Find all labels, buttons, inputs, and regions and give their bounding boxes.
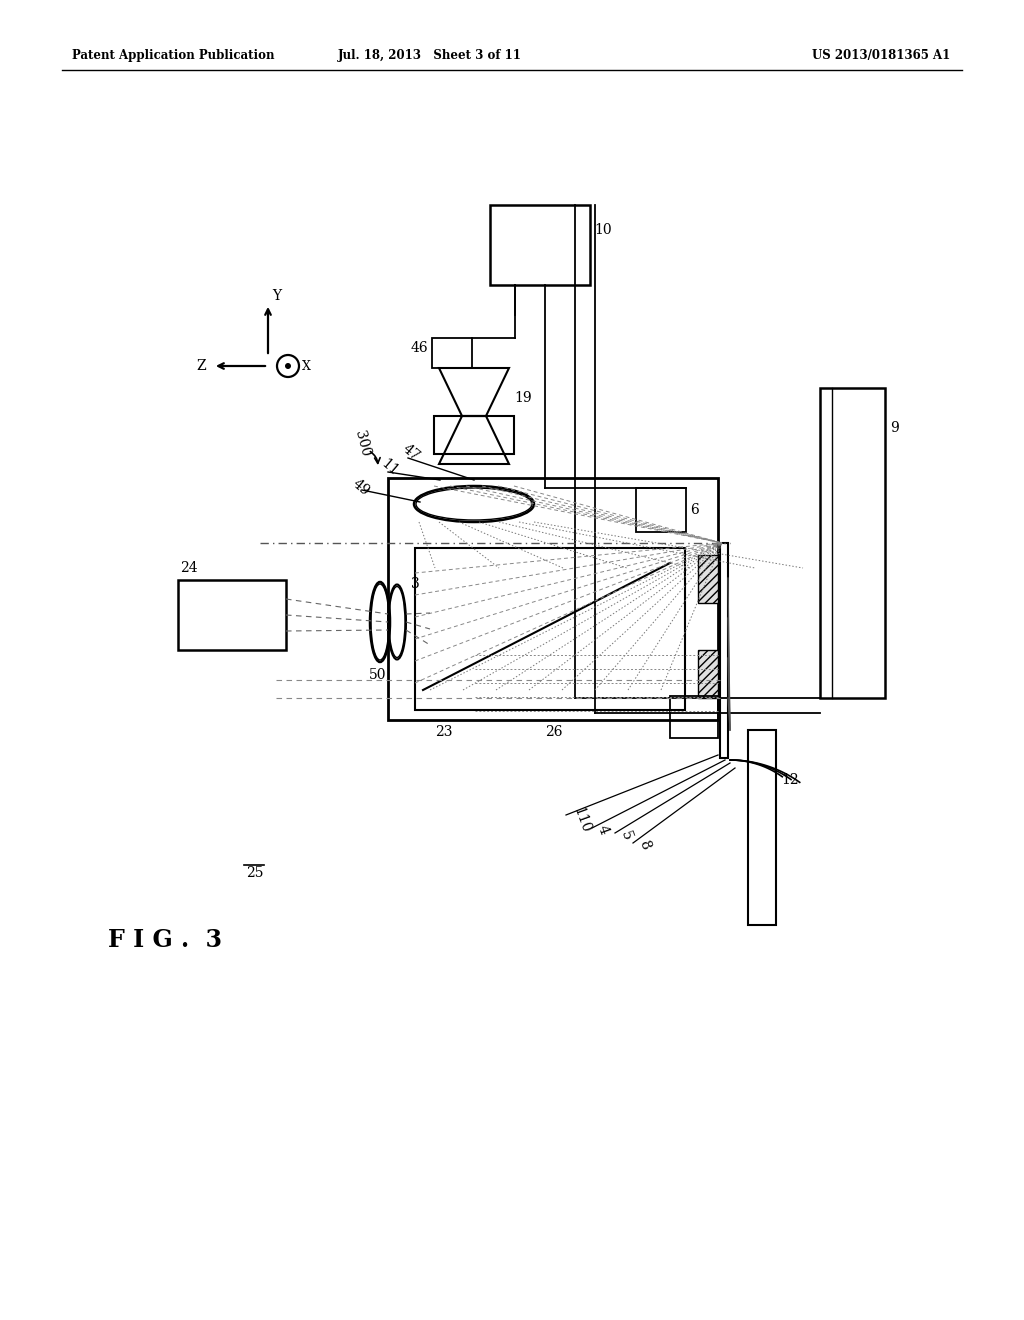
Text: 49: 49: [350, 477, 373, 499]
Text: 5: 5: [618, 829, 634, 842]
Bar: [748, 730, 776, 925]
Text: Y: Y: [272, 289, 282, 304]
Text: 4: 4: [595, 824, 611, 837]
Text: 8: 8: [636, 838, 652, 851]
Bar: [636, 488, 686, 532]
Text: 26: 26: [545, 725, 562, 739]
Text: 50: 50: [370, 668, 387, 682]
Text: Jul. 18, 2013   Sheet 3 of 11: Jul. 18, 2013 Sheet 3 of 11: [338, 49, 522, 62]
Bar: [720, 543, 728, 758]
Text: Patent Application Publication: Patent Application Publication: [72, 49, 274, 62]
Bar: [415, 548, 685, 710]
Bar: [434, 416, 514, 454]
Text: 46: 46: [411, 341, 428, 355]
Text: 110: 110: [570, 805, 592, 834]
Text: 9: 9: [890, 421, 899, 436]
Text: Z: Z: [197, 359, 206, 374]
Text: 24: 24: [180, 561, 198, 576]
Text: 11: 11: [378, 457, 400, 479]
Bar: [490, 205, 590, 285]
Text: 10: 10: [594, 223, 611, 238]
Text: F I G .  3: F I G . 3: [108, 928, 222, 952]
Bar: [820, 388, 885, 698]
Bar: [698, 554, 718, 603]
Bar: [698, 649, 718, 698]
Text: 25: 25: [246, 866, 263, 880]
Text: X: X: [302, 359, 311, 372]
Text: 19: 19: [514, 391, 531, 405]
Bar: [388, 478, 718, 719]
Bar: [670, 696, 718, 738]
Text: 23: 23: [435, 725, 453, 739]
Bar: [178, 579, 286, 649]
Text: 12: 12: [781, 774, 799, 787]
Bar: [432, 338, 472, 368]
Text: 300: 300: [352, 429, 373, 458]
Text: 47: 47: [400, 442, 423, 465]
Text: 3: 3: [411, 577, 420, 591]
Text: 6: 6: [690, 503, 698, 517]
Circle shape: [285, 363, 291, 370]
Text: US 2013/0181365 A1: US 2013/0181365 A1: [812, 49, 950, 62]
